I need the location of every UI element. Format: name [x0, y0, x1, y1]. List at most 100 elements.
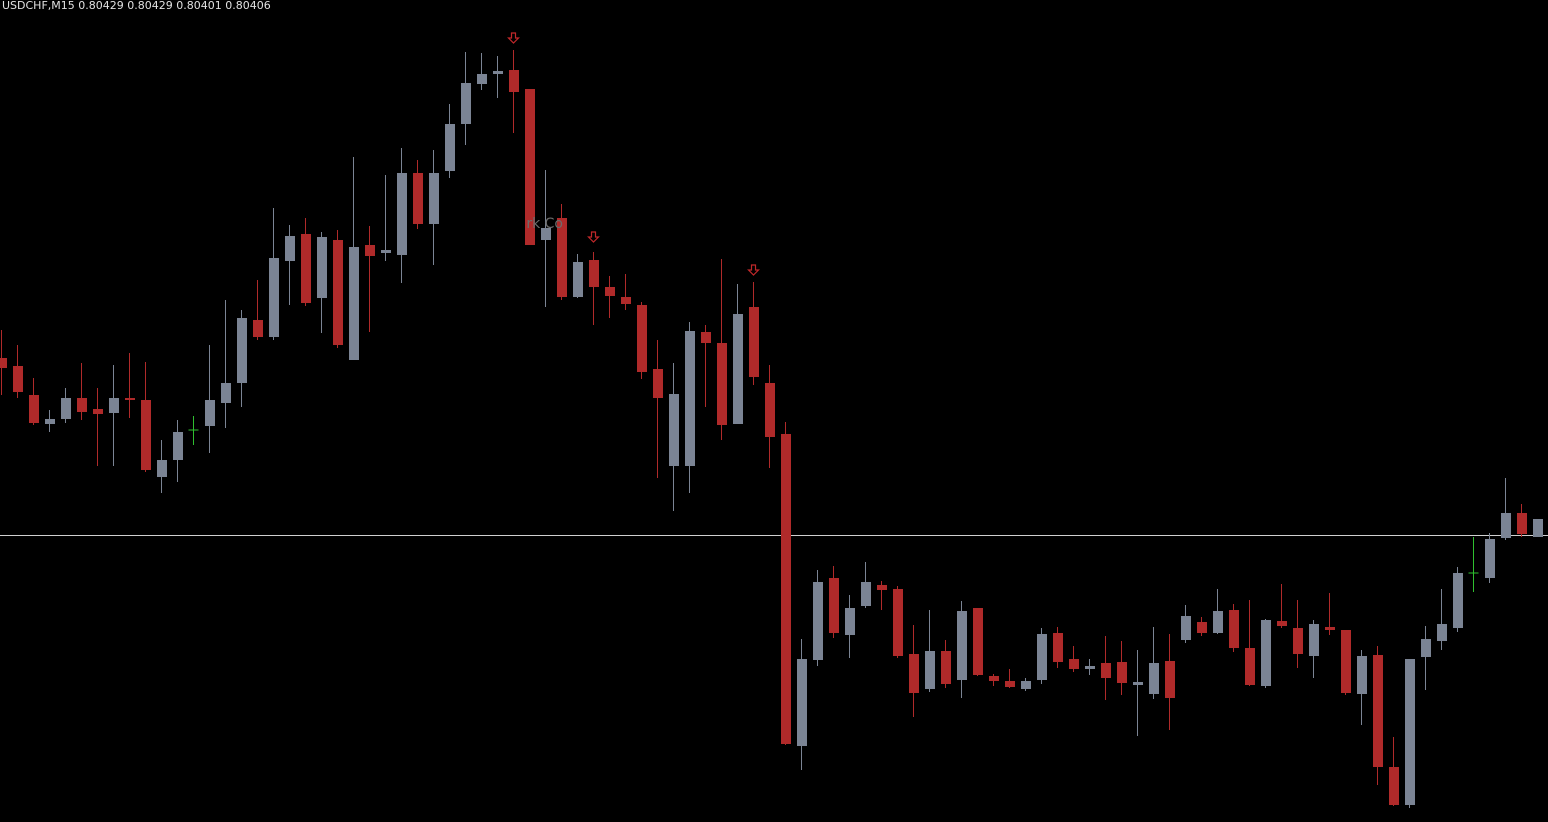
- candle-body: [829, 578, 839, 633]
- candle-body: [1293, 628, 1303, 654]
- candle-body: [1373, 655, 1383, 767]
- candle-body: [1261, 620, 1271, 686]
- candle-body: [333, 240, 343, 345]
- candle-body: [141, 400, 151, 470]
- candle-body: [13, 366, 23, 392]
- candle-body: [701, 332, 711, 343]
- candle-body: [317, 237, 327, 298]
- candle-body: [1037, 634, 1047, 680]
- candle-body: [957, 611, 967, 680]
- candle-body: [1325, 627, 1335, 630]
- annotation: rk Co: [526, 216, 563, 232]
- sell-arrow: [747, 264, 760, 276]
- candle-body: [445, 124, 455, 171]
- candle-body: [765, 383, 775, 437]
- candle-body: [429, 173, 439, 224]
- candle-body: [1229, 610, 1239, 648]
- candle-body: [941, 651, 951, 684]
- candle-body: [509, 70, 519, 92]
- candle-body: [77, 398, 87, 412]
- candle-body: [797, 659, 807, 746]
- candle-body: [685, 331, 695, 466]
- candle-body: [1101, 663, 1111, 678]
- candle-body: [589, 260, 599, 287]
- candle-body: [93, 409, 103, 414]
- candle-body: [1517, 513, 1527, 534]
- candle-body: [1453, 573, 1463, 628]
- sell-arrow: [587, 231, 600, 243]
- candle-body: [1485, 539, 1495, 578]
- candle-body: [1405, 659, 1415, 805]
- candle-body: [413, 173, 423, 224]
- candle-body: [1277, 621, 1287, 626]
- chart-title: USDCHF,M15 0.80429 0.80429 0.80401 0.804…: [2, 0, 271, 12]
- candle-body: [525, 89, 535, 245]
- candle-body: [1357, 656, 1367, 694]
- candle-body: [1133, 682, 1143, 685]
- candle-body: [173, 432, 183, 460]
- candle-body: [397, 173, 407, 255]
- candle-body: [1069, 659, 1079, 669]
- plot-area: [0, 32, 1548, 808]
- candle-body: [557, 218, 567, 297]
- candle-body: [61, 398, 71, 419]
- candle-body: [493, 71, 503, 74]
- candle-body: [1421, 639, 1431, 657]
- candle-body: [749, 307, 759, 377]
- candle-body: [301, 234, 311, 303]
- candle-body: [733, 314, 743, 424]
- candle-body: [349, 247, 359, 360]
- candle-body: [669, 394, 679, 466]
- candle-body: [1021, 681, 1031, 689]
- candle-body: [125, 398, 135, 400]
- candle-body: [381, 250, 391, 253]
- candle-body: [109, 398, 119, 413]
- candle-body: [813, 582, 823, 660]
- candle-body: [989, 676, 999, 681]
- candle-body: [781, 434, 791, 744]
- candle-body: [637, 305, 647, 372]
- candle-body: [1309, 624, 1319, 656]
- candle-body: [1117, 662, 1127, 683]
- candle-body: [605, 287, 615, 296]
- candle-body: [861, 582, 871, 606]
- candle-body: [285, 236, 295, 261]
- candle-body: [573, 262, 583, 297]
- sell-arrow: [507, 32, 520, 44]
- candle-body: [653, 369, 663, 398]
- candle-body: [157, 460, 167, 477]
- candle-body: [717, 343, 727, 425]
- candle-body: [893, 589, 903, 656]
- candle-body: [45, 419, 55, 424]
- candle-body: [1085, 666, 1095, 669]
- candle-body: [1181, 616, 1191, 640]
- candle-body: [1389, 767, 1399, 805]
- candle-body: [845, 608, 855, 635]
- candle-body: [541, 228, 551, 240]
- candle-body: [1213, 611, 1223, 633]
- candle-body: [877, 585, 887, 590]
- candle-body: [1501, 513, 1511, 538]
- candle-body: [461, 83, 471, 124]
- candle-body: [973, 608, 983, 675]
- candle-body: [1437, 624, 1447, 641]
- candle-body: [621, 297, 631, 304]
- candle-body: [269, 258, 279, 337]
- candle-body: [1533, 519, 1543, 537]
- candle-body: [1245, 648, 1255, 685]
- candle-body: [0, 358, 7, 368]
- candle-body: [1341, 630, 1351, 693]
- candle-body: [221, 383, 231, 403]
- candle-body: [1005, 681, 1015, 687]
- candle-body: [925, 651, 935, 689]
- candle-body: [365, 245, 375, 256]
- candle-body: [237, 318, 247, 383]
- candle-body: [1053, 633, 1063, 662]
- candle-body: [909, 654, 919, 693]
- candle-body: [477, 74, 487, 84]
- candle-body: [1149, 663, 1159, 694]
- candle-body: [29, 395, 39, 423]
- candle-body: [205, 400, 215, 426]
- candle-body: [1165, 661, 1175, 698]
